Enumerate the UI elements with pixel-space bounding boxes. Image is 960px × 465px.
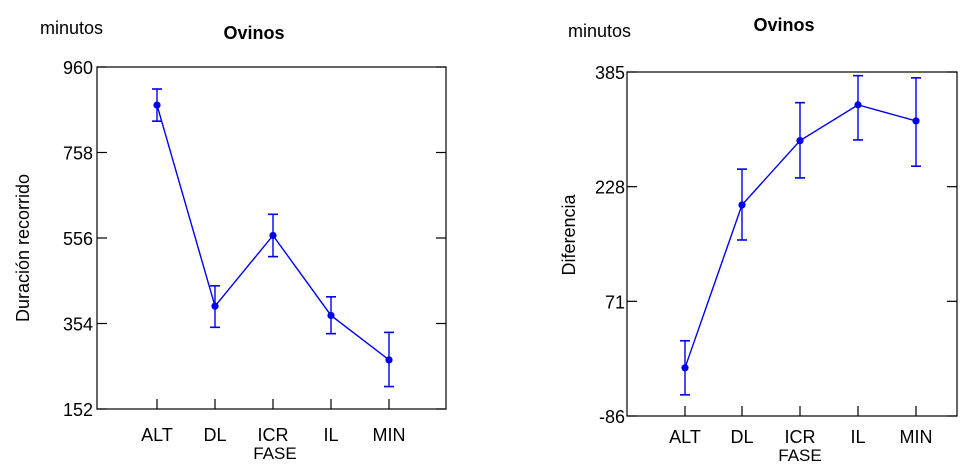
chart-right-y-tick-label: 228 — [595, 178, 625, 198]
chart-right-y-tick-label: 71 — [605, 292, 625, 312]
chart-right-data-point-dl — [738, 201, 746, 209]
chart-right-x-tick-label-min: MIN — [900, 427, 933, 447]
chart-left-y-tick-label: 152 — [63, 400, 93, 420]
chart-left-x-tick-label-min: MIN — [373, 425, 406, 445]
chart-right-data-point-icr — [796, 137, 804, 145]
chart-right-y-axis-label: Diferencia — [559, 193, 579, 275]
chart-right-plot-frame — [626, 71, 958, 417]
chart-right-unit-label: minutos — [568, 21, 631, 41]
chart-right-title: Ovinos — [753, 15, 814, 35]
chart-right-x-tick-label-dl: DL — [730, 427, 753, 447]
chart-left-x-tick-label-dl: DL — [203, 425, 226, 445]
chart-left-y-tick-label: 960 — [63, 58, 93, 78]
chart-left-x-axis-label: FASE — [253, 444, 296, 463]
chart-right-data-point-il — [854, 101, 862, 109]
chart-right-x-axis-label: FASE — [778, 446, 821, 465]
chart-right-x-tick-label-icr: ICR — [785, 427, 816, 447]
chart-left-x-tick-label-icr: ICR — [258, 425, 289, 445]
chart-right: minutos Ovinos Diferencia FASE 385 228 71 -… — [559, 15, 958, 465]
chart-right-y-tick-label: -86 — [599, 407, 625, 427]
chart-left-y-tick-label: 354 — [63, 315, 93, 335]
chart-right-x-tick-label-alt: ALT — [669, 427, 701, 447]
chart-left: minutos Ovinos Duración recorrido FASE 9… — [13, 18, 447, 463]
chart-right-y-tick-label: 385 — [595, 63, 625, 83]
chart-left-data-point-alt — [153, 101, 161, 109]
chart-right-data-point-alt — [681, 364, 689, 372]
chart-right-data-point-min — [912, 117, 920, 125]
chart-left-y-tick-label: 758 — [63, 144, 93, 164]
chart-left-y-tick-label: 556 — [63, 229, 93, 249]
chart-right-x-tick-label-il: IL — [850, 427, 865, 447]
chart-left-data-point-icr — [269, 231, 277, 240]
chart-left-x-tick-label-alt: ALT — [141, 425, 173, 445]
chart-left-data-point-min — [385, 356, 393, 364]
chart-left-y-axis-label: Duración recorrido — [13, 174, 33, 322]
chart-left-title: Ovinos — [223, 23, 284, 43]
chart-left-x-tick-label-il: IL — [323, 425, 338, 445]
chart-left-unit-label: minutos — [40, 18, 103, 38]
chart-left-data-point-il — [327, 311, 335, 320]
chart-left-data-point-dl — [211, 302, 219, 310]
